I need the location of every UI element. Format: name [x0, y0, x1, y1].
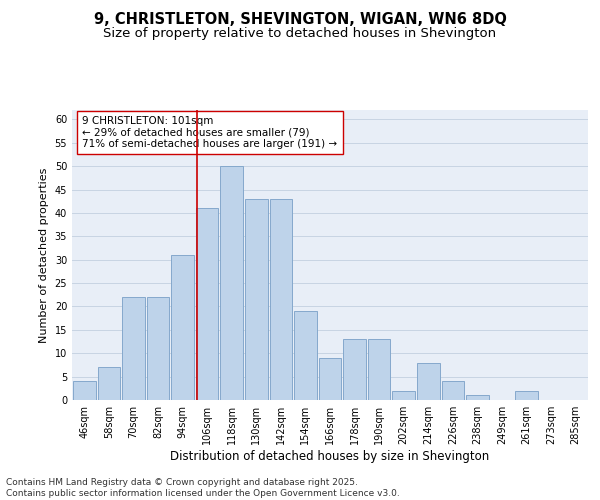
- Text: Size of property relative to detached houses in Shevington: Size of property relative to detached ho…: [103, 28, 497, 40]
- Bar: [442, 382, 464, 400]
- Bar: [245, 199, 268, 400]
- Bar: [73, 382, 95, 400]
- Bar: [368, 339, 391, 400]
- Bar: [122, 297, 145, 400]
- Bar: [171, 255, 194, 400]
- Bar: [466, 396, 489, 400]
- Bar: [343, 339, 366, 400]
- Y-axis label: Number of detached properties: Number of detached properties: [39, 168, 49, 342]
- Bar: [392, 390, 415, 400]
- Text: Contains HM Land Registry data © Crown copyright and database right 2025.
Contai: Contains HM Land Registry data © Crown c…: [6, 478, 400, 498]
- Bar: [146, 297, 169, 400]
- Bar: [269, 199, 292, 400]
- Bar: [319, 358, 341, 400]
- Bar: [515, 390, 538, 400]
- Bar: [417, 362, 440, 400]
- Text: 9 CHRISTLETON: 101sqm
← 29% of detached houses are smaller (79)
71% of semi-deta: 9 CHRISTLETON: 101sqm ← 29% of detached …: [82, 116, 337, 149]
- X-axis label: Distribution of detached houses by size in Shevington: Distribution of detached houses by size …: [170, 450, 490, 463]
- Text: 9, CHRISTLETON, SHEVINGTON, WIGAN, WN6 8DQ: 9, CHRISTLETON, SHEVINGTON, WIGAN, WN6 8…: [94, 12, 506, 28]
- Bar: [196, 208, 218, 400]
- Bar: [98, 368, 120, 400]
- Bar: [294, 311, 317, 400]
- Bar: [220, 166, 243, 400]
